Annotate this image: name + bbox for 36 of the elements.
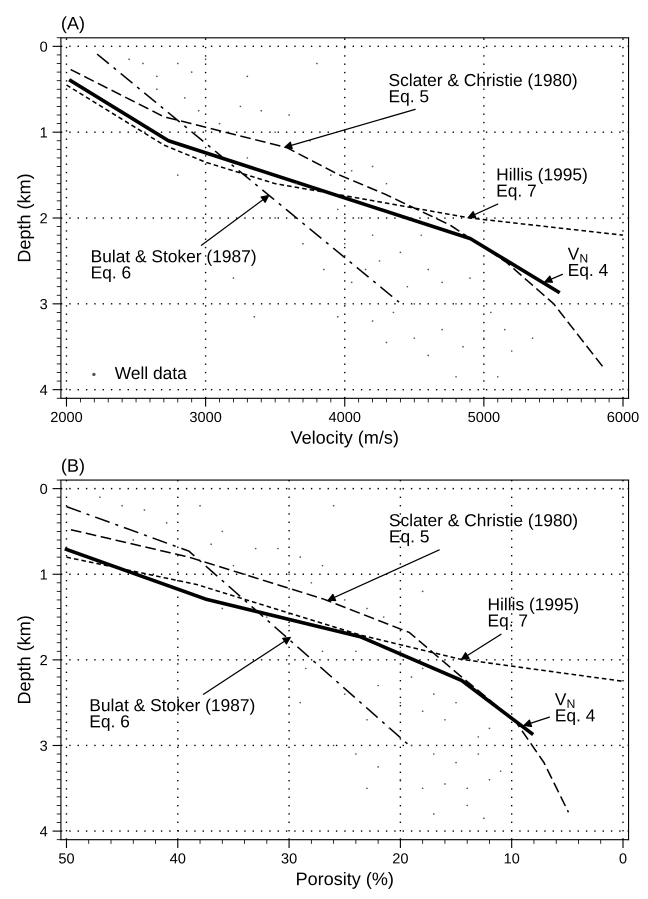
annotation: V$_{N}$ Eq. 4	[568, 248, 608, 280]
x-tick-label: 0	[620, 853, 626, 864]
x-axis-title: Porosity (%)	[297, 872, 393, 889]
legend-label: Well data	[114, 366, 187, 380]
annotation: Sclater & Christie (1980) Eq. 5	[389, 73, 577, 106]
x-tick-label: 30	[282, 853, 297, 864]
x-tick-label: 2000	[50, 412, 82, 422]
y-tick-label: 2	[40, 654, 47, 666]
y-tick-label: 1	[40, 570, 48, 580]
x-axis-title: Velocity (m/s)	[290, 430, 398, 448]
y-tick-label: 4	[40, 826, 48, 836]
y-tick-label: 3	[40, 740, 48, 751]
x-tick-label: 3000	[190, 412, 222, 422]
x-tick-label: 5000	[468, 412, 500, 422]
x-tick-label: 4000	[328, 412, 360, 422]
x-tick-label: 40	[170, 853, 186, 864]
y-tick-label: 2	[40, 213, 47, 224]
y-tick-label: 1	[40, 127, 48, 138]
x-tick-label: 50	[58, 853, 74, 864]
y-tick-label: 3	[40, 298, 48, 310]
x-tick-label: 6000	[608, 412, 639, 422]
y-tick-label: 0	[40, 41, 48, 52]
x-tick-label: 10	[504, 853, 520, 864]
annotation: Hillis (1995) Eq. 7	[498, 168, 587, 200]
y-axis-title: Depth (km)	[17, 174, 34, 262]
annotation: Bulat & Stoker (1987) Eq. 6	[90, 698, 254, 731]
chart-title: (A)	[62, 16, 84, 34]
annotation: Hillis (1995) Eq. 7	[488, 598, 578, 630]
chart-title: (B)	[62, 458, 84, 476]
annotation: Sclater & Christie (1980) Eq. 5	[390, 514, 577, 546]
annotation: V$_{N}$ Eq. 4	[554, 693, 595, 725]
x-tick-label: 20	[393, 853, 408, 864]
y-axis-title: Depth (km)	[17, 616, 34, 704]
y-tick-label: 0	[40, 484, 48, 494]
annotation: Bulat & Stoker (1987) Eq. 6	[92, 250, 256, 282]
y-tick-label: 4	[40, 384, 48, 395]
